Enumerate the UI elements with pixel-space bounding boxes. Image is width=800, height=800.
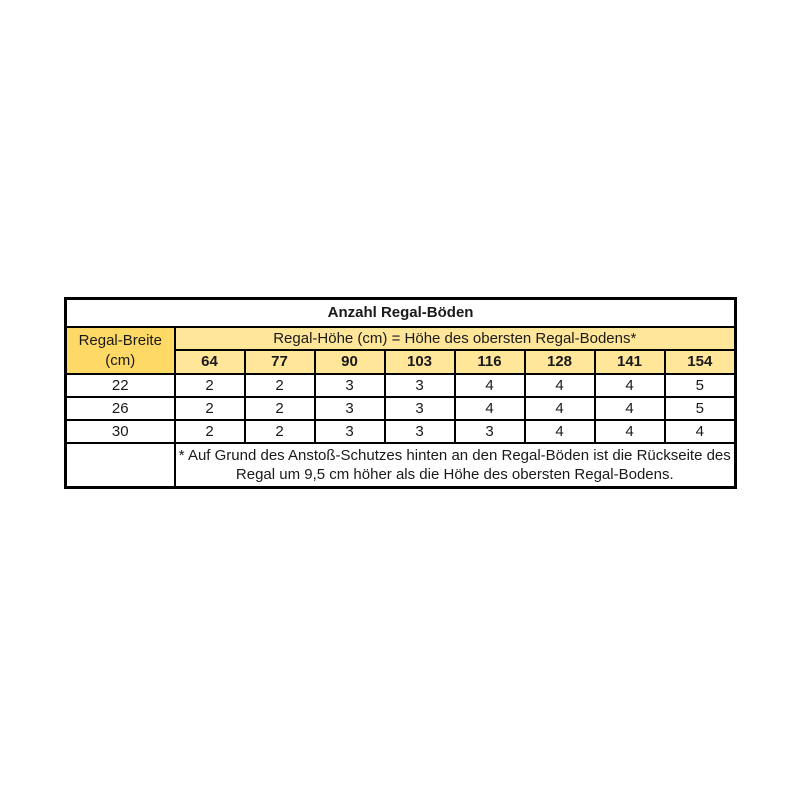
data-cell: 2: [173, 419, 246, 444]
data-cell: 2: [243, 373, 316, 398]
data-cell: 3: [383, 373, 456, 398]
shelf-board-count-table: Anzahl Regal-Böden Regal-Breite (cm) Reg…: [64, 297, 738, 489]
title-row: Anzahl Regal-Böden: [64, 297, 737, 328]
table-row: 26 2 2 3 3 4 4 4 5: [64, 396, 737, 421]
data-cell: 4: [453, 396, 526, 421]
column-header: 103: [383, 349, 456, 375]
data-cell: 4: [663, 419, 737, 444]
data-cell: 4: [593, 373, 666, 398]
data-cell: 3: [313, 373, 386, 398]
footnote-line: Regal um 9,5 cm höher als die Höhe des o…: [235, 466, 674, 483]
column-header: 77: [243, 349, 316, 375]
column-header: 128: [523, 349, 596, 375]
shelf-board-table-wrap: Anzahl Regal-Böden Regal-Breite (cm) Reg…: [64, 297, 738, 489]
table-row: 30 2 2 3 3 3 4 4 4: [64, 419, 737, 444]
row-header-cell: Regal-Breite (cm): [64, 326, 176, 375]
footnote-line: * Auf Grund des Anstoß-Schutzes hinten a…: [178, 446, 731, 464]
footnote-cell: * Auf Grund des Anstoß-Schutzes hinten a…: [173, 442, 737, 489]
data-cell: 4: [453, 373, 526, 398]
column-header: 154: [663, 349, 737, 375]
data-cell: 2: [173, 373, 246, 398]
row-header-line2: (cm): [105, 351, 136, 369]
row-header-line1: Regal-Breite: [78, 332, 162, 349]
row-label: 30: [64, 419, 176, 444]
data-cell: 2: [243, 396, 316, 421]
data-cell: 3: [383, 419, 456, 444]
data-cell: 4: [593, 396, 666, 421]
data-cell: 4: [523, 373, 596, 398]
table-row: 22 2 2 3 3 4 4 4 5: [64, 373, 737, 398]
column-header-row: 64 77 90 103 116 128 141 154: [66, 349, 737, 375]
row-label: 26: [64, 396, 176, 421]
row-label: 22: [64, 373, 176, 398]
data-cell: 3: [313, 419, 386, 444]
footnote-row: * Auf Grund des Anstoß-Schutzes hinten a…: [64, 442, 737, 489]
column-group-header-row: Regal-Breite (cm) Regal-Höhe (cm) = Höhe…: [64, 326, 737, 375]
data-cell: 2: [243, 419, 316, 444]
data-cell: 4: [523, 396, 596, 421]
column-group-header: Regal-Höhe (cm) = Höhe des obersten Rega…: [173, 326, 737, 351]
footnote-spacer-cell: [64, 442, 176, 489]
data-cell: 4: [523, 419, 596, 444]
table-title: Anzahl Regal-Böden: [64, 297, 737, 328]
data-cell: 3: [453, 419, 526, 444]
data-cell: 3: [383, 396, 456, 421]
column-header: 64: [173, 349, 246, 375]
column-header: 116: [453, 349, 526, 375]
data-cell: 5: [663, 373, 737, 398]
data-cell: 4: [593, 419, 666, 444]
column-header: 90: [313, 349, 386, 375]
data-cell: 3: [313, 396, 386, 421]
data-cell: 5: [663, 396, 737, 421]
column-header: 141: [593, 349, 666, 375]
data-cell: 2: [173, 396, 246, 421]
